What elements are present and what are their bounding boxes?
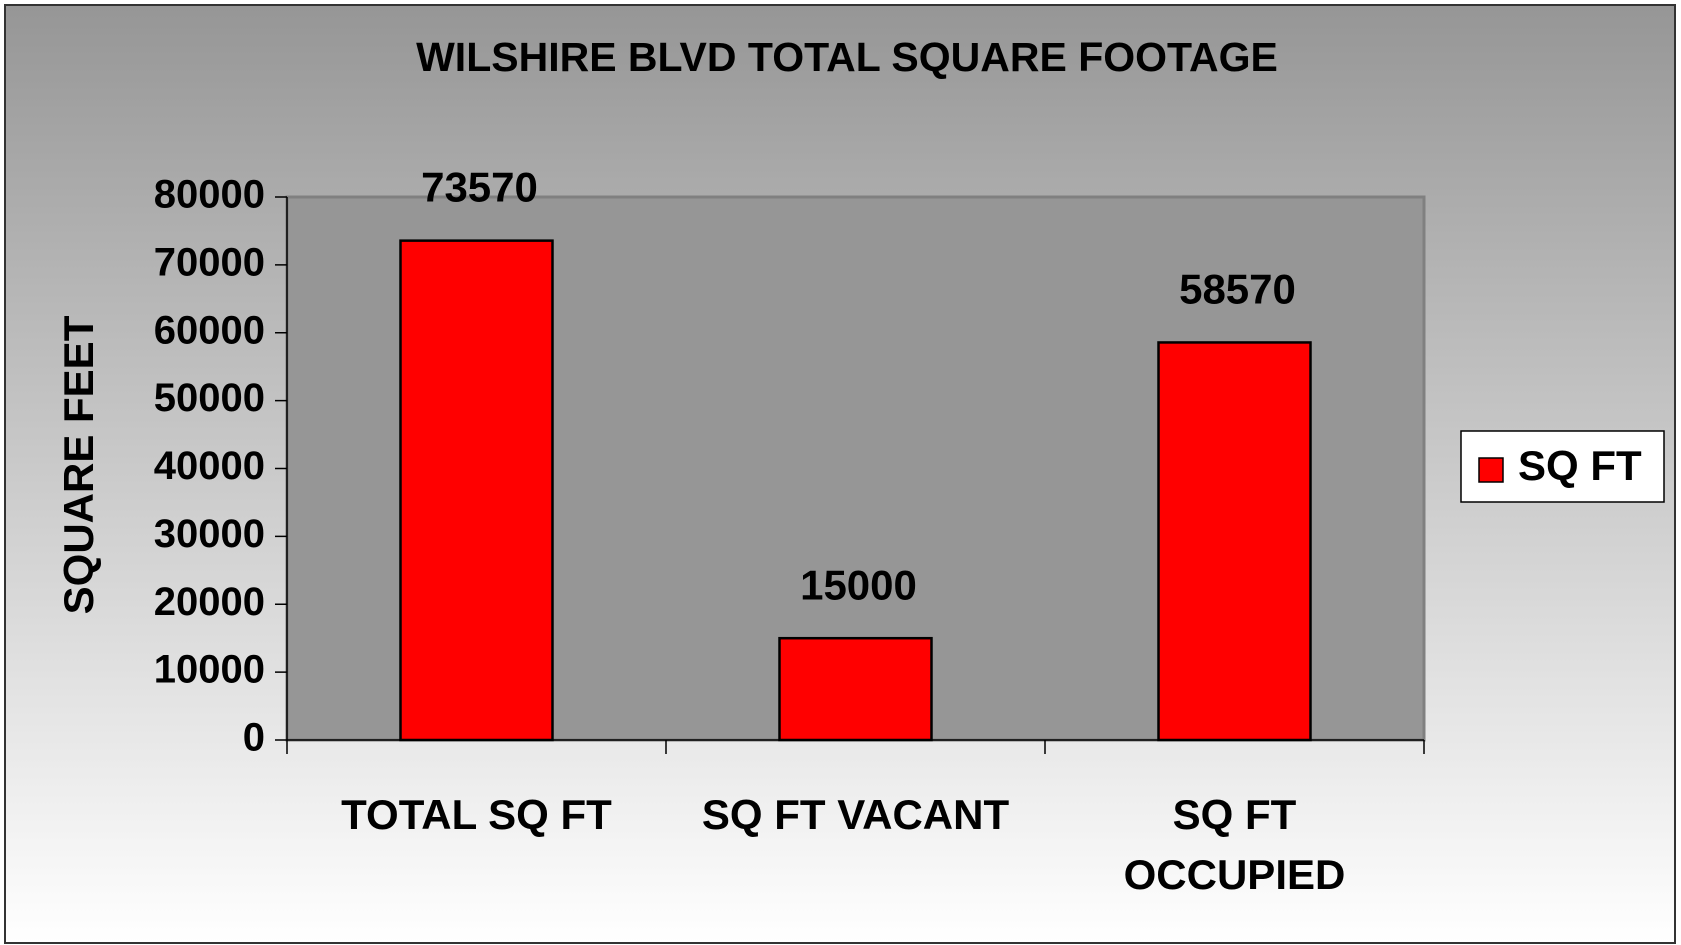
value-label: 15000 — [800, 561, 917, 608]
x-tick-label: TOTAL SQ FT — [341, 791, 612, 838]
y-tick-label: 40000 — [154, 444, 265, 488]
y-tick-label: 30000 — [154, 512, 265, 556]
bar — [1157, 341, 1312, 742]
y-tick-label: 50000 — [154, 376, 265, 420]
bar — [778, 636, 933, 742]
x-tick-label: SQ FT OCCUPIED — [1123, 791, 1346, 898]
y-tick-label: 0 — [243, 716, 265, 760]
bar — [399, 239, 554, 742]
y-tick-label: 80000 — [154, 173, 265, 217]
y-tick-label: 70000 — [154, 240, 265, 284]
legend-swatch — [1478, 457, 1504, 483]
y-tick-label: 60000 — [154, 308, 265, 352]
chart-title: WILSHIRE BLVD TOTAL SQUARE FOOTAGE — [416, 34, 1278, 80]
value-label: 73570 — [421, 164, 538, 211]
y-tick-label: 10000 — [154, 648, 265, 692]
x-tick-label: SQ FT VACANT — [701, 791, 1010, 838]
legend-label: SQ FT — [1518, 442, 1642, 489]
value-label: 58570 — [1179, 266, 1296, 313]
y-tick-label: 20000 — [154, 580, 265, 624]
y-axis-label: SQUARE FEET — [55, 315, 102, 614]
